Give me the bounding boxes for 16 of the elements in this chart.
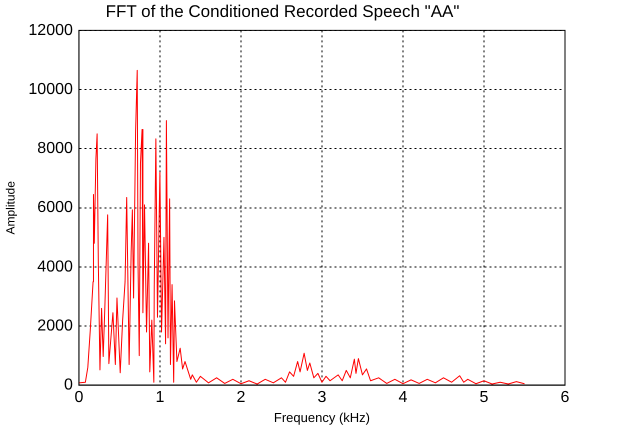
- x-axis-title: Frequency (kHz): [274, 410, 370, 425]
- x-tick-label: 1: [155, 389, 164, 406]
- x-tick-label: 5: [480, 389, 489, 406]
- chart-title: FFT of the Conditioned Recorded Speech "AA": [106, 2, 460, 21]
- y-tick-label: 12000: [28, 22, 73, 39]
- x-tick-label: 6: [560, 389, 570, 406]
- y-tick-label: 8000: [37, 140, 73, 158]
- y-tick-label: 4000: [37, 258, 73, 276]
- x-tick-label: 4: [398, 389, 408, 406]
- x-tick-label: 3: [317, 389, 326, 406]
- y-tick-label: 10000: [28, 80, 73, 98]
- y-axis-title: Amplitude: [4, 180, 18, 234]
- y-tick-label: 0: [64, 376, 73, 394]
- x-tick-label: 2: [236, 389, 246, 406]
- y-tick-label: 6000: [37, 199, 73, 216]
- y-tick-label: 2000: [37, 317, 73, 334]
